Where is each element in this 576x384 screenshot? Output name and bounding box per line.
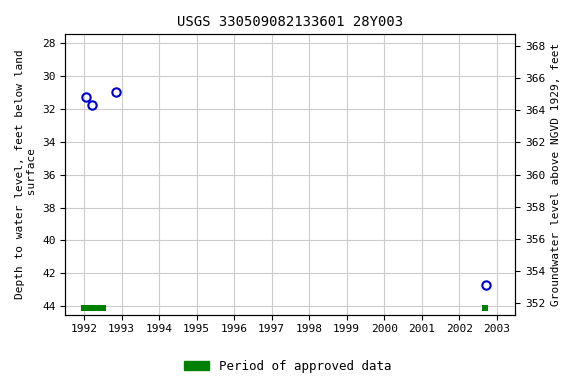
Y-axis label: Depth to water level, feet below land
 surface: Depth to water level, feet below land su… (15, 50, 37, 300)
Legend: Period of approved data: Period of approved data (179, 355, 397, 378)
Bar (81, 305, 106, 311)
Bar (482, 305, 488, 311)
Y-axis label: Groundwater level above NGVD 1929, feet: Groundwater level above NGVD 1929, feet (551, 43, 561, 306)
Title: USGS 330509082133601 28Y003: USGS 330509082133601 28Y003 (177, 15, 403, 29)
